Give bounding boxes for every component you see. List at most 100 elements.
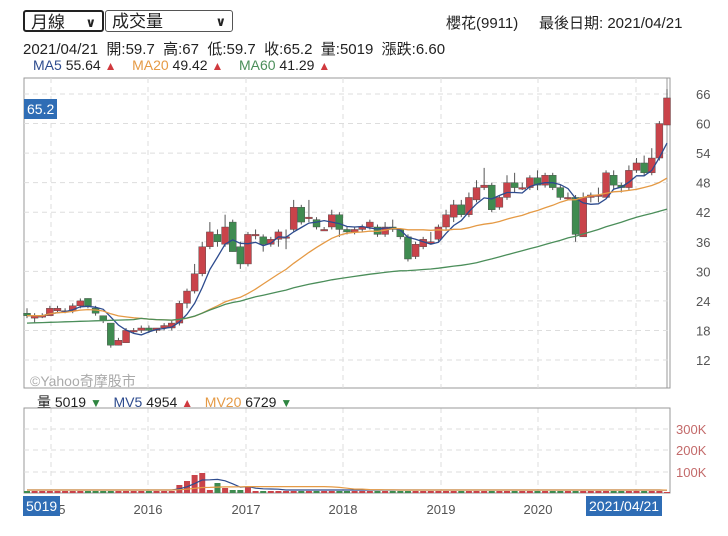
volume-bar bbox=[206, 490, 213, 493]
up-triangle-icon: ▲ bbox=[104, 59, 117, 73]
quote-close: 收:65.2 bbox=[264, 41, 313, 58]
candle-body bbox=[434, 226, 443, 240]
volume-bar bbox=[107, 491, 114, 493]
volume-bar bbox=[39, 491, 46, 493]
candle-body bbox=[518, 187, 526, 190]
volume-legend: 量 5019 ▼ MV5 4954 ▲ MV20 6729 ▼ bbox=[37, 392, 292, 412]
indicator-select-value: 成交量 bbox=[112, 12, 163, 31]
volume-bar bbox=[69, 491, 76, 493]
candle-body bbox=[533, 177, 542, 186]
volume-badge: 5019 bbox=[23, 496, 61, 516]
volume-bar bbox=[161, 491, 168, 493]
ma20-value: 49.42 bbox=[172, 57, 208, 73]
volume-bar bbox=[481, 491, 488, 493]
mv20-value: 6729 bbox=[245, 394, 277, 410]
candle-body bbox=[190, 273, 199, 292]
volume-bar bbox=[633, 491, 640, 493]
candle-body bbox=[541, 175, 549, 186]
candle-body bbox=[221, 226, 229, 245]
chevron-down-icon: ∨ bbox=[215, 14, 226, 29]
quote-date: 2021/04/21 bbox=[23, 41, 99, 58]
volume-bar bbox=[473, 491, 480, 493]
down-triangle-icon: ▼ bbox=[280, 396, 293, 410]
volume-bar bbox=[260, 491, 267, 493]
volume-bar bbox=[603, 491, 610, 493]
stock-name: 櫻花(9911) bbox=[446, 15, 519, 32]
volume-bar bbox=[54, 491, 61, 493]
volume-bar bbox=[450, 491, 457, 493]
volume-bar bbox=[488, 491, 495, 493]
volume-bar bbox=[564, 491, 571, 493]
volume-bar bbox=[526, 491, 533, 493]
volume-bar bbox=[443, 491, 450, 493]
volume-bar bbox=[572, 491, 579, 493]
volume-bar bbox=[31, 491, 38, 493]
candle-body bbox=[206, 231, 214, 247]
candle-body bbox=[198, 246, 206, 274]
candle-body bbox=[449, 204, 458, 218]
volume-bar bbox=[305, 491, 312, 493]
volume-bar bbox=[92, 491, 99, 493]
candle-body bbox=[457, 204, 465, 215]
volume-bar bbox=[244, 487, 251, 493]
x-axis-label: 2020 bbox=[524, 502, 553, 517]
volume-bar bbox=[389, 491, 396, 493]
volume-bar bbox=[153, 491, 160, 493]
ma60-value: 41.29 bbox=[279, 57, 315, 73]
x-axis-label: 2016 bbox=[134, 502, 163, 517]
volume-bar bbox=[420, 491, 427, 493]
volume-bar bbox=[519, 491, 526, 493]
volume-bar bbox=[115, 491, 122, 493]
indicator-select[interactable]: 成交量 ∨ bbox=[105, 10, 233, 32]
candle-body bbox=[495, 197, 504, 208]
candle-body bbox=[274, 231, 283, 240]
volume-bar bbox=[412, 491, 419, 493]
candle-body bbox=[107, 322, 115, 346]
y-axis-label: 36 bbox=[696, 235, 710, 250]
x-axis-label: 2019 bbox=[427, 502, 456, 517]
volume-bar bbox=[321, 491, 328, 493]
volume-bar bbox=[145, 491, 152, 493]
volume-bar bbox=[374, 491, 381, 493]
candle-body bbox=[137, 327, 145, 331]
candle-body bbox=[411, 244, 420, 257]
volume-bar bbox=[351, 491, 358, 493]
candle-body bbox=[229, 221, 237, 252]
candle-body bbox=[84, 298, 92, 307]
candle-body bbox=[602, 172, 610, 198]
y-axis-label: 30 bbox=[696, 264, 710, 279]
down-triangle-icon: ▼ bbox=[89, 396, 102, 410]
volume-bar bbox=[283, 491, 290, 493]
candle-body bbox=[632, 162, 641, 171]
volume-bar bbox=[504, 491, 510, 493]
volume-bar bbox=[214, 483, 221, 493]
candle-body bbox=[609, 175, 618, 186]
volume-bar bbox=[610, 491, 617, 493]
period-select[interactable]: 月線 ∨ bbox=[23, 10, 104, 32]
volume-bar bbox=[222, 488, 229, 493]
candle-body bbox=[404, 236, 412, 260]
candle-body bbox=[236, 246, 245, 265]
candle-body bbox=[480, 184, 488, 188]
volume-bar bbox=[313, 491, 320, 493]
quote-low: 低:59.7 bbox=[207, 41, 256, 58]
candle-body bbox=[76, 300, 85, 307]
volume-bar bbox=[168, 491, 175, 493]
mv5-value: 4954 bbox=[146, 394, 178, 410]
candle-body bbox=[312, 219, 321, 228]
candle-body bbox=[320, 229, 328, 232]
volume-bar bbox=[435, 491, 442, 493]
volume-bar bbox=[199, 473, 206, 493]
volume-bar bbox=[382, 491, 389, 493]
volume-bar bbox=[641, 491, 648, 493]
candle-body bbox=[175, 303, 184, 324]
volume-bar bbox=[404, 491, 411, 493]
volume-label: 量 bbox=[37, 394, 51, 410]
volume-bar bbox=[397, 491, 404, 493]
volume-bar bbox=[275, 491, 282, 493]
candle-body bbox=[122, 330, 130, 343]
volume-bar bbox=[328, 491, 335, 493]
candle-body bbox=[366, 221, 374, 228]
mv20-label: MV20 bbox=[204, 394, 242, 410]
